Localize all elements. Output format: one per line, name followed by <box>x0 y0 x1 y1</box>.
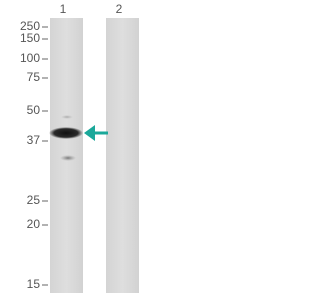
faint-band <box>60 155 76 161</box>
marker-label: 250 <box>20 19 40 33</box>
marker-label: 50 <box>27 103 41 117</box>
marker-label: 75 <box>27 70 41 84</box>
marker-label: 25 <box>27 193 41 207</box>
marker-label: 37 <box>27 133 41 147</box>
main-band <box>49 127 83 139</box>
marker-label: 150 <box>20 31 40 45</box>
arrow <box>84 125 108 141</box>
marker-label: 100 <box>20 51 40 65</box>
marker-label: 15 <box>27 277 41 291</box>
lane-label: 1 <box>60 2 67 16</box>
faint-band <box>61 115 73 119</box>
lane-label: 2 <box>116 2 123 16</box>
marker-label: 20 <box>27 217 41 231</box>
lane-2 <box>106 18 139 293</box>
